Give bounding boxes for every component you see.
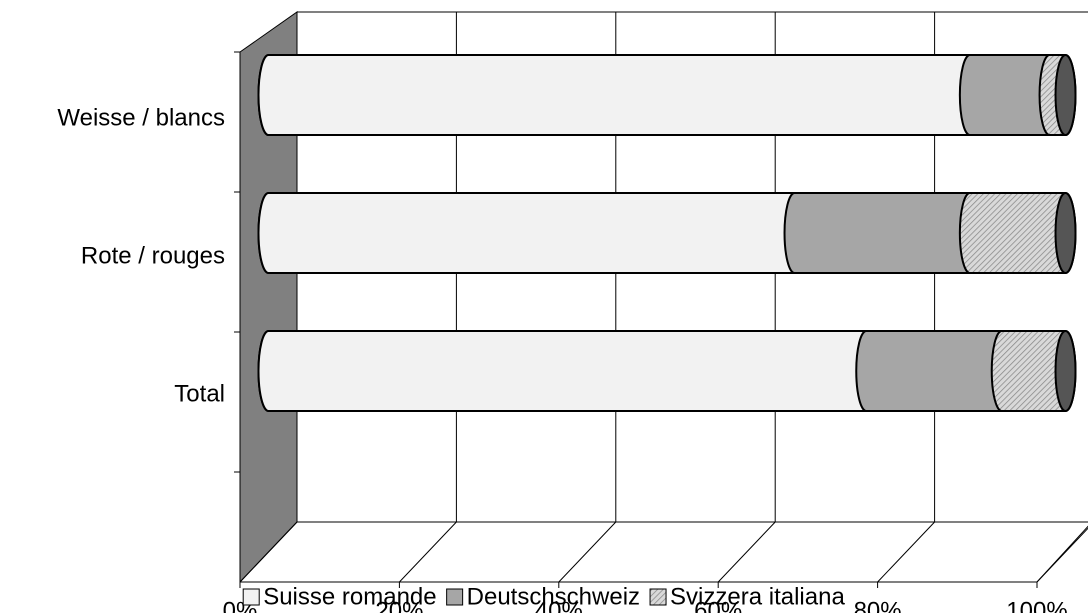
floor-grid-line — [1036, 527, 1088, 583]
x-tick-label: 80% — [854, 597, 902, 613]
legend-label: Deutschschweiz — [467, 583, 640, 610]
legend-swatch — [242, 588, 260, 606]
bar-end-cap — [1054, 330, 1077, 412]
bar — [783, 192, 981, 274]
y-tick-label: Weisse / blancs — [57, 104, 225, 131]
legend-label: Svizzera italiana — [670, 583, 845, 610]
bar-segment — [783, 192, 981, 274]
floor-grid-line — [399, 521, 457, 583]
bar — [855, 330, 1013, 412]
bar-segment — [257, 192, 806, 274]
y-tick-label: Total — [174, 380, 225, 407]
legend-label: Suisse romande — [263, 583, 436, 610]
legend-swatch — [649, 588, 667, 606]
legend-swatch — [446, 588, 464, 606]
bar-segment — [855, 330, 1013, 412]
y-tick-label: Rote / rouges — [81, 242, 225, 269]
floor-grid-line — [717, 521, 776, 583]
bar-end-cap — [1054, 192, 1077, 274]
floor-grid-line — [558, 521, 617, 583]
x-tick-label: 40% — [535, 597, 583, 613]
bar — [257, 192, 806, 274]
bar-segment — [257, 54, 981, 136]
floor-grid-line — [239, 521, 298, 583]
x-tick-label: 20% — [375, 597, 423, 613]
bar-end-cap — [1054, 54, 1077, 136]
floor-grid-line — [877, 521, 935, 583]
floor — [240, 521, 1088, 583]
x-tick-label: 100% — [1006, 597, 1067, 613]
x-tick-label: 60% — [694, 597, 742, 613]
bar-segment — [257, 330, 878, 412]
bar — [257, 54, 981, 136]
bar — [257, 330, 878, 412]
legend: Suisse romande Deutschschweiz Svizzera ita… — [242, 583, 845, 610]
